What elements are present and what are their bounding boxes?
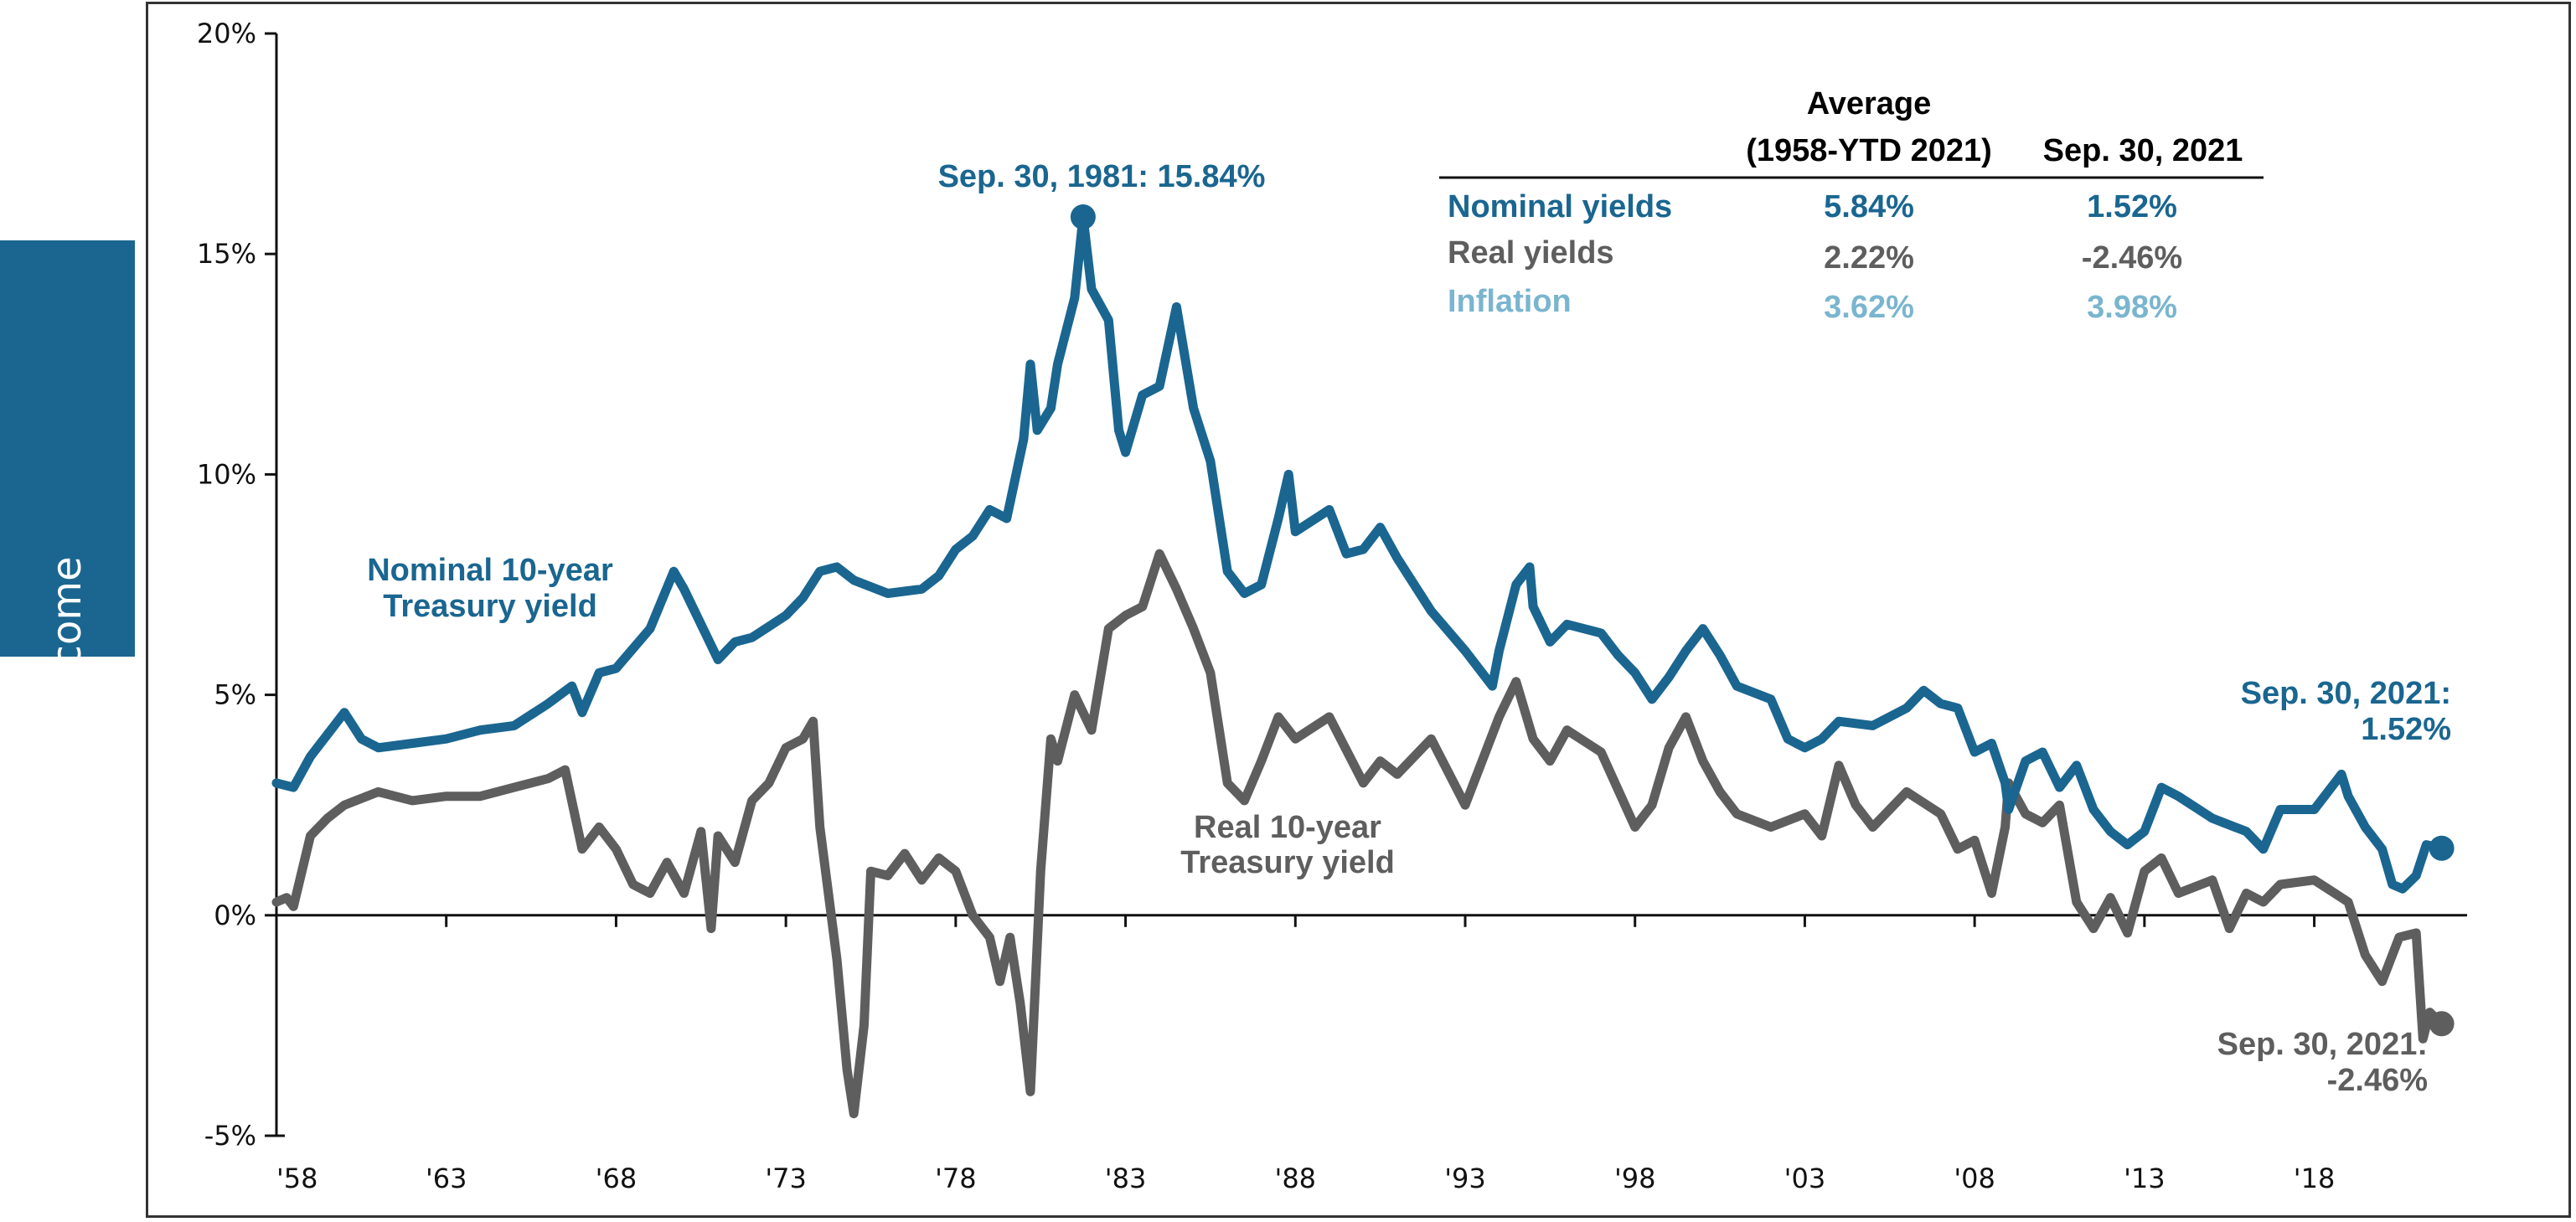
- table-row-current: 1.52%: [2087, 189, 2177, 224]
- x-axis: '58 '63 '68 '73 '78 '83 '88 '93 '98 '03 '08 '13 '18: [275, 914, 2467, 1194]
- x-tick-label: '73: [765, 1163, 807, 1194]
- x-tick-label: '58: [276, 1163, 318, 1194]
- x-tick-label: '03: [1784, 1163, 1826, 1194]
- nominal-end-annotation-line2: 1.52%: [2361, 712, 2451, 747]
- x-tick-label: '83: [1105, 1163, 1147, 1194]
- nominal-series-label-line2: Treasury yield: [383, 589, 597, 624]
- table-header-current: Sep. 30, 2021: [2043, 133, 2243, 168]
- x-tick-label: '98: [1614, 1163, 1656, 1194]
- table-row-average: 3.62%: [1824, 290, 1914, 325]
- y-tick-label: 15%: [197, 238, 256, 270]
- table-header-average: Average: [1807, 86, 1932, 121]
- x-tick-label: '18: [2294, 1163, 2336, 1194]
- y-tick-label: 0%: [214, 900, 256, 931]
- table-header-average-range: (1958-YTD 2021): [1746, 133, 1992, 168]
- series-layer: [271, 212, 2447, 1119]
- peak-annotation: Sep. 30, 1981: 15.84%: [938, 159, 1266, 194]
- nominal-end-marker: [2429, 835, 2455, 861]
- table-row-label: Real yields: [1448, 235, 1614, 271]
- real-series-label-line1: Real 10-year: [1194, 810, 1381, 845]
- nominal-end-annotation-line1: Sep. 30, 2021:: [2241, 676, 2451, 711]
- marker-layer: [1070, 204, 2455, 1037]
- y-tick-label: 10%: [197, 458, 256, 490]
- y-tick-label: 5%: [214, 679, 256, 711]
- chart-frame: [146, 2, 2571, 1218]
- real-yield-line: [271, 549, 2447, 1119]
- peak-marker: [1070, 204, 1096, 229]
- sidebar-tab: Fixed income: [0, 240, 135, 821]
- x-tick-label: '63: [426, 1163, 467, 1194]
- x-tick-label: '93: [1444, 1163, 1486, 1194]
- real-end-annotation-line2: -2.46%: [2327, 1063, 2428, 1098]
- summary-table: Average (1958-YTD 2021) Sep. 30, 2021 No…: [1439, 86, 2264, 325]
- real-end-marker: [2429, 1011, 2455, 1037]
- real-series-label-line2: Treasury yield: [1180, 845, 1395, 880]
- x-tick-label: '78: [935, 1163, 977, 1194]
- x-tick-label: '08: [1954, 1163, 1995, 1194]
- table-row-label: Nominal yields: [1448, 189, 1672, 224]
- table-row-current: 3.98%: [2087, 290, 2177, 325]
- table-row-average: 2.22%: [1824, 240, 1914, 276]
- x-tick-label: '13: [2124, 1163, 2166, 1194]
- table-row-current: -2.46%: [2082, 240, 2182, 276]
- y-tick-label: 20%: [197, 18, 256, 49]
- real-end-annotation-line1: Sep. 30, 2021:: [2217, 1027, 2428, 1062]
- table-row-label: Inflation: [1448, 284, 1572, 319]
- x-tick-label: '68: [596, 1163, 638, 1194]
- y-axis: -5% 0% 5% 10% 15% 20%: [197, 18, 278, 1152]
- nominal-yield-line: [271, 212, 2447, 894]
- y-tick-label: -5%: [204, 1120, 256, 1152]
- table-row-average: 5.84%: [1824, 189, 1914, 224]
- nominal-series-label-line1: Nominal 10-year: [367, 553, 613, 588]
- x-tick-label: '88: [1275, 1163, 1317, 1194]
